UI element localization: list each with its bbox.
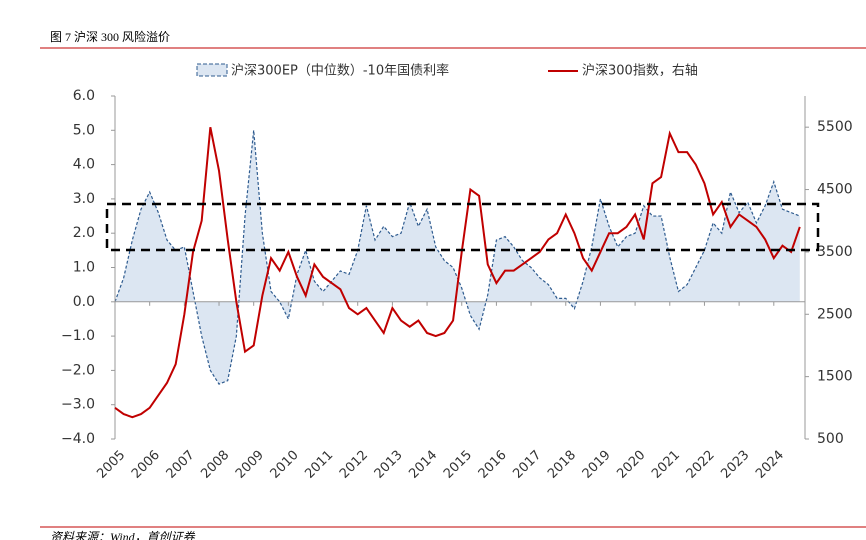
area-fill — [115, 130, 800, 385]
x-tick-label: 2012 — [337, 448, 371, 482]
y2-tick-label: 500 — [817, 431, 844, 447]
x-tick-label: 2019 — [580, 448, 614, 482]
y-tick-label: 0.0 — [73, 294, 95, 310]
x-tick-label: 2023 — [718, 448, 752, 482]
x-tick-label: 2024 — [753, 448, 787, 482]
y-tick-label: −2.0 — [61, 362, 95, 378]
y-tick-label: 4.0 — [73, 157, 95, 173]
x-tick-label: 2014 — [406, 448, 440, 482]
index-line — [114, 126, 801, 419]
x-tick-label: 2009 — [233, 448, 267, 482]
area-line — [114, 130, 801, 385]
y-tick-label: 2.0 — [73, 225, 95, 241]
x-tick-label: 2022 — [684, 448, 718, 482]
legend-swatch — [196, 63, 228, 77]
x-tick-label: 2008 — [198, 448, 232, 482]
y-tick-label: −1.0 — [61, 328, 95, 344]
y2-tick-label: 3500 — [817, 244, 853, 260]
y2-tick-label: 5500 — [817, 119, 853, 135]
x-tick-label: 2017 — [510, 448, 544, 482]
x-tick-label: 2010 — [268, 448, 302, 482]
x-tick-label: 2005 — [94, 448, 128, 482]
y2-tick-label: 4500 — [817, 182, 853, 198]
y-tick-label: −4.0 — [61, 431, 95, 447]
legend-label: 沪深300指数，右轴 — [582, 63, 698, 79]
x-tick-label: 2015 — [441, 448, 475, 482]
chart-title: 图 7 沪深 300 风险溢价 — [50, 29, 170, 44]
x-tick-label: 2013 — [372, 448, 406, 482]
x-tick-label: 2006 — [129, 448, 163, 482]
source: 资料来源：Wind，首创证券 — [50, 530, 196, 540]
x-tick-label: 2021 — [649, 448, 683, 482]
y-tick-label: 3.0 — [73, 191, 95, 207]
y-tick-label: 1.0 — [73, 260, 95, 276]
y-tick-label: 6.0 — [73, 88, 95, 104]
x-tick-label: 2011 — [302, 448, 336, 482]
highlight-box — [105, 202, 820, 252]
legend-label: 沪深300EP（中位数）-10年国债利率 — [231, 63, 449, 79]
x-tick-label: 2007 — [164, 448, 198, 482]
x-tick-label: 2020 — [614, 448, 648, 482]
x-tick-label: 2016 — [476, 448, 510, 482]
y-tick-label: 5.0 — [73, 122, 95, 138]
y2-tick-label: 1500 — [817, 369, 853, 385]
y-tick-label: −3.0 — [61, 397, 95, 413]
x-tick-label: 2018 — [545, 448, 579, 482]
y2-tick-label: 2500 — [817, 306, 853, 322]
